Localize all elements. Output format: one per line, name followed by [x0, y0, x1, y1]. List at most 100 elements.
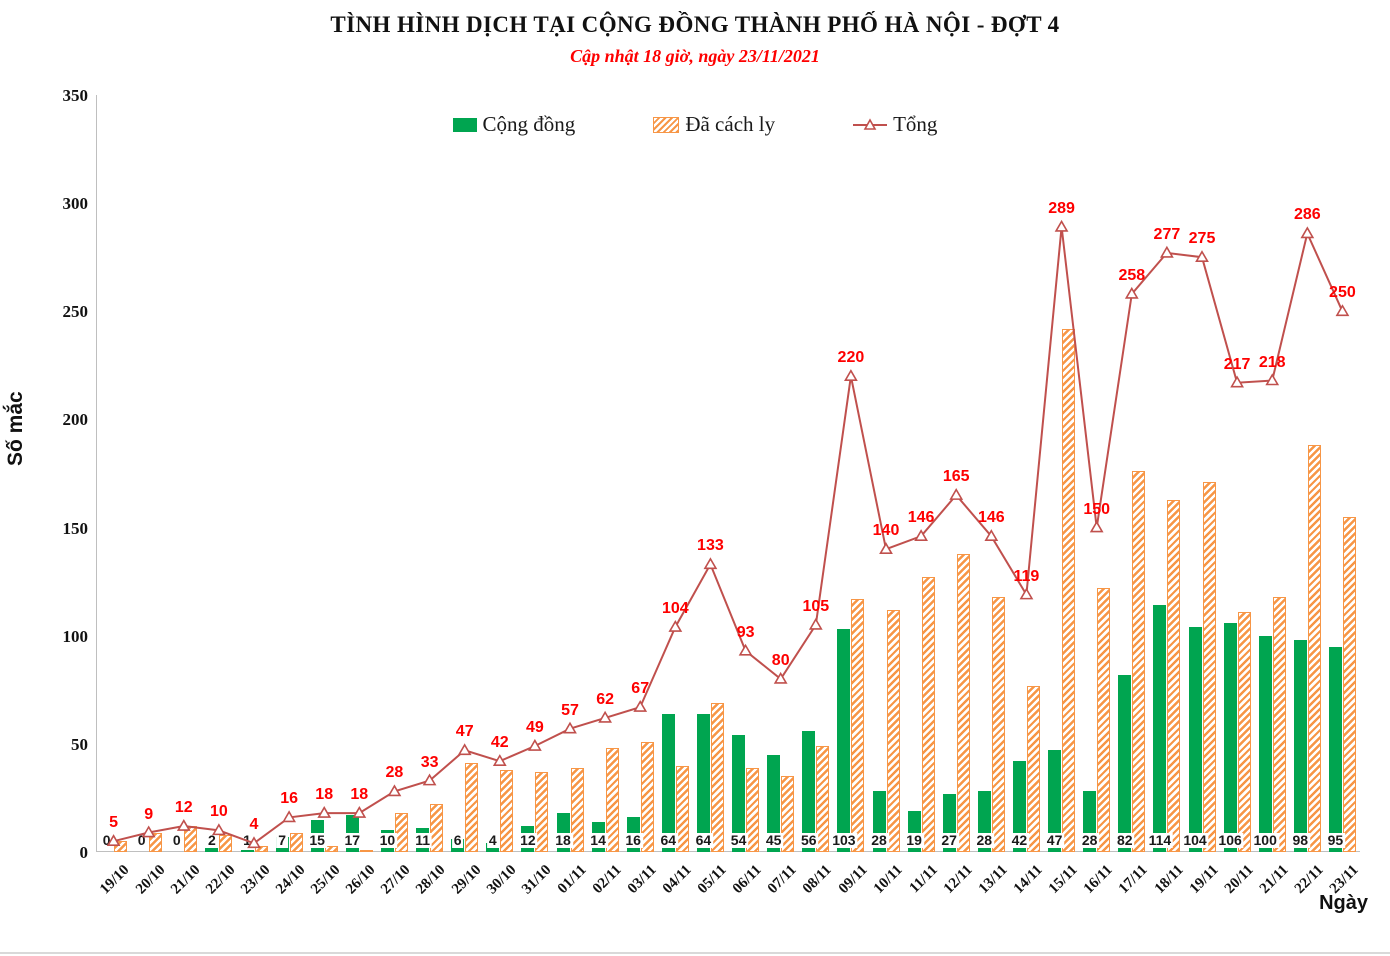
triangle-marker-icon	[1124, 286, 1139, 299]
data-label-tong: 16	[280, 790, 298, 808]
data-label-tong: 28	[385, 764, 404, 782]
data-label-tong: 57	[561, 701, 579, 719]
data-label-cong-dong: 12	[518, 832, 538, 848]
x-axis-date-label: 16/11	[1081, 862, 1116, 897]
data-label-cong-dong: 64	[693, 832, 714, 848]
data-label-tong: 218	[1258, 353, 1286, 371]
x-axis-date-label: 08/11	[800, 862, 836, 897]
hatched-bar-swatch-icon	[653, 116, 680, 133]
data-label-cong-dong: 10	[377, 832, 398, 848]
bar-da-cach-ly	[921, 577, 935, 852]
data-label-cong-dong: 2	[205, 832, 218, 848]
bar-da-cach-ly	[956, 553, 970, 852]
x-axis-date-label: 13/11	[975, 862, 1011, 897]
bar-cong-dong	[732, 735, 746, 852]
bar-cong-dong	[696, 713, 710, 852]
bar-da-cach-ly	[1342, 516, 1356, 852]
bar-cong-dong	[661, 713, 675, 852]
data-label-tong: 220	[837, 349, 865, 367]
data-label-tong: 5	[109, 814, 119, 832]
legend: Cộng đồng Đã cách ly Tổng	[0, 112, 1390, 137]
triangle-marker-icon	[563, 721, 577, 734]
data-label-tong: 93	[736, 623, 755, 641]
y-axis-tick-label: 250	[62, 302, 89, 322]
x-axis-date-label: 19/11	[1186, 862, 1222, 897]
data-label-cong-dong: 11	[413, 832, 432, 848]
bar-cong-dong	[240, 849, 254, 852]
triangle-marker-icon	[879, 542, 893, 555]
chart-subtitle: Cập nhật 18 giờ, ngày 23/11/2021	[570, 46, 820, 66]
triangle-marker-icon	[598, 710, 612, 723]
bar-da-cach-ly	[1097, 588, 1111, 852]
x-axis-date-label: 24/10	[272, 862, 309, 898]
data-label-tong: 67	[631, 680, 650, 698]
triangle-marker-icon	[282, 810, 296, 823]
data-label-tong: 289	[1048, 199, 1075, 217]
triangle-marker-icon	[984, 529, 999, 542]
bar-da-cach-ly	[465, 763, 479, 852]
data-label-tong: 62	[596, 690, 614, 708]
data-label-cong-dong: 14	[588, 832, 608, 848]
data-label-cong-dong: 64	[658, 832, 679, 848]
data-label-cong-dong: 6	[451, 832, 464, 848]
data-label-tong: 275	[1188, 230, 1216, 248]
data-label-cong-dong: 18	[553, 832, 573, 848]
bar-cong-dong	[1118, 674, 1132, 852]
plot-area: 0 0 0 2 1 7 15 17 10 11 6 4 12 18 14 16 64 64 54 45 56 103 28 1…	[96, 95, 1360, 852]
data-label-tong: 12	[174, 799, 193, 816]
triangle-marker-icon	[1300, 226, 1315, 239]
data-label-cong-dong: 16	[623, 832, 643, 848]
triangle-marker-icon	[457, 743, 472, 756]
data-label-tong: 250	[1329, 284, 1356, 302]
line-marker-swatch-icon	[853, 117, 888, 132]
y-axis-tick-label: 150	[62, 518, 89, 538]
triangle-marker-icon	[352, 805, 367, 818]
data-label-tong: 49	[525, 719, 544, 736]
bar-cong-dong	[802, 730, 816, 852]
bar-da-cach-ly	[710, 702, 724, 852]
data-label-tong: 80	[771, 652, 790, 669]
y-axis-tick-label: 350	[62, 86, 89, 105]
data-label-cong-dong: 56	[799, 832, 819, 848]
bar-cong-dong	[1188, 627, 1202, 852]
bar-da-cach-ly	[1026, 685, 1040, 852]
triangle-marker-icon	[212, 823, 226, 836]
bar-da-cach-ly	[1062, 328, 1076, 852]
data-label-cong-dong: 17	[342, 832, 363, 848]
triangle-marker-icon	[1089, 520, 1104, 533]
bar-da-cach-ly	[886, 609, 900, 852]
data-label-tong: 165	[942, 468, 970, 486]
data-label-cong-dong: 45	[763, 832, 784, 848]
bar-da-cach-ly	[851, 598, 865, 852]
triangle-marker-icon	[1054, 219, 1069, 232]
data-label-cong-dong: 100	[1251, 832, 1279, 848]
total-polyline	[113, 226, 1344, 845]
bar-da-cach-ly	[991, 596, 1005, 852]
triangle-marker-icon	[773, 671, 788, 684]
data-label-tong: 217	[1223, 355, 1251, 373]
data-label-cong-dong: 82	[1115, 832, 1135, 848]
bar-cong-dong	[1223, 622, 1237, 852]
data-label-cong-dong: 27	[939, 832, 959, 848]
x-axis-date-label: 20/10	[132, 862, 168, 898]
x-axis-date-label: 21/11	[1256, 862, 1292, 897]
triangle-marker-icon	[633, 699, 648, 712]
triangle-marker-icon	[1265, 373, 1280, 386]
data-label-cong-dong: 19	[904, 832, 924, 848]
data-label-cong-dong: 15	[307, 832, 327, 848]
bar-da-cach-ly	[1132, 471, 1146, 852]
chart-title: TÌNH HÌNH DỊCH TẠI CỘNG ĐỒNG THÀNH PHỐ H…	[330, 12, 1060, 37]
bar-cong-dong	[1012, 761, 1026, 852]
x-axis-date-label: 14/11	[1010, 862, 1046, 897]
x-axis-date-label: 11/11	[906, 862, 941, 897]
triangle-marker-icon	[703, 557, 718, 570]
x-axis-date-label: 04/11	[659, 862, 695, 897]
bar-da-cach-ly	[675, 765, 689, 852]
triangle-marker-icon	[422, 773, 437, 786]
green-bar-swatch-icon	[452, 117, 477, 132]
data-label-tong: 105	[802, 597, 830, 615]
x-axis-date-label: 15/11	[1045, 862, 1081, 897]
x-axis-date-label: 22/10	[202, 862, 239, 898]
legend-item-community: Cộng đồng	[452, 112, 575, 137]
bar-cong-dong	[767, 754, 781, 852]
